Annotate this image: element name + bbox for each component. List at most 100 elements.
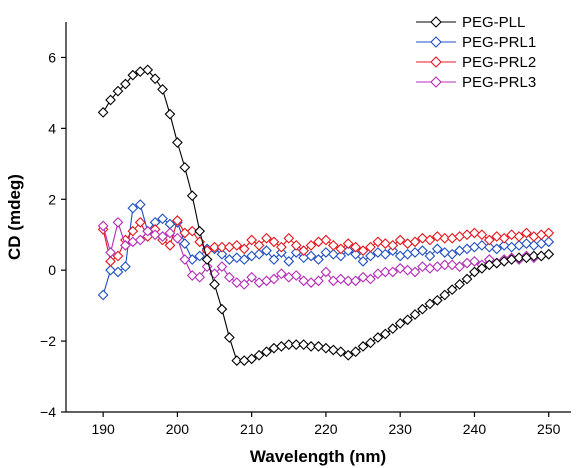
data-point: [454, 261, 465, 273]
data-point: [491, 231, 503, 242]
data-point: [172, 232, 183, 244]
data-point: [179, 238, 191, 249]
data-point: [327, 248, 339, 260]
data-point: [261, 275, 272, 287]
data-point: [506, 229, 517, 241]
legend-item: PEG-PRL1: [416, 34, 536, 51]
data-point: [105, 264, 116, 276]
data-point: [134, 216, 146, 228]
axes: [65, 22, 571, 413]
data-point: [179, 227, 191, 239]
data-point: [320, 266, 332, 278]
data-point: [157, 213, 168, 225]
data-point: [231, 355, 243, 366]
data-point: [387, 266, 399, 278]
data-point: [379, 266, 391, 278]
y-axis-title: CD (mdeg): [5, 174, 24, 260]
data-point: [142, 225, 154, 237]
data-point: [253, 239, 265, 251]
data-point: [454, 278, 465, 290]
data-point: [283, 255, 295, 267]
data-point: [461, 229, 473, 241]
data-point: [417, 261, 428, 273]
data-point: [290, 270, 302, 281]
data-point: [224, 254, 235, 265]
data-point: [112, 216, 124, 228]
data-point: [483, 234, 495, 246]
data-point: [446, 232, 458, 244]
data-point: [372, 247, 384, 258]
data-point: [298, 275, 310, 287]
data-point: [387, 239, 399, 251]
data-point: [313, 254, 324, 265]
data-point: [476, 239, 488, 251]
data-point: [513, 231, 525, 242]
data-point: [365, 337, 376, 349]
data-point: [409, 309, 421, 320]
data-point: [305, 277, 317, 288]
series-peg-pll: [97, 64, 555, 366]
data-point: [246, 234, 258, 246]
data-point: [261, 232, 272, 244]
data-point: [424, 234, 436, 246]
data-point: [461, 243, 473, 255]
data-point: [112, 250, 124, 262]
data-point: [253, 248, 265, 260]
data-point: [305, 250, 317, 262]
data-point: [209, 278, 220, 290]
data-point: [194, 225, 206, 237]
data-point: [172, 137, 183, 148]
data-point: [394, 250, 406, 262]
data-point: [253, 349, 265, 361]
data-point: [127, 225, 139, 237]
legend-marker: [430, 56, 442, 68]
data-point: [320, 247, 332, 258]
data-point: [342, 238, 354, 249]
data-point: [216, 303, 228, 315]
data-point: [335, 273, 347, 285]
data-point: [327, 344, 339, 356]
data-point: [134, 199, 146, 210]
data-point: [261, 346, 272, 358]
data-point: [379, 328, 391, 340]
legend-label: PEG-PRL2: [462, 54, 536, 71]
legend-item: PEG-PLL: [416, 14, 525, 31]
data-point: [365, 273, 376, 285]
data-point: [224, 241, 235, 253]
data-point: [209, 241, 220, 253]
x-tick-label: 240: [463, 421, 487, 437]
data-point: [97, 220, 109, 232]
data-point: [417, 232, 428, 244]
data-point: [357, 255, 369, 267]
data-point: [476, 263, 488, 274]
data-point: [275, 268, 287, 280]
legend-item: PEG-PRL2: [416, 54, 536, 71]
data-point: [261, 245, 272, 257]
data-point: [350, 241, 362, 253]
y-tick-label: 6: [48, 49, 56, 65]
data-point: [424, 250, 436, 262]
data-point: [528, 250, 540, 262]
data-point: [379, 238, 391, 249]
data-point: [246, 271, 258, 283]
data-point: [268, 273, 280, 285]
data-point: [179, 254, 191, 265]
data-point: [194, 271, 206, 283]
data-point: [194, 250, 206, 262]
data-point: [335, 243, 347, 255]
x-axis-title: Wavelength (nm): [250, 447, 386, 466]
data-point: [365, 241, 376, 253]
data-point: [268, 254, 280, 265]
data-point: [120, 239, 131, 251]
data-point: [402, 264, 413, 276]
data-point: [157, 231, 168, 242]
data-point: [521, 238, 532, 249]
data-point: [498, 232, 510, 244]
data-point: [216, 261, 228, 273]
data-point: [469, 266, 480, 278]
data-point: [521, 227, 532, 239]
legend-marker: [430, 16, 442, 28]
data-point: [97, 289, 109, 301]
data-point: [327, 239, 339, 251]
